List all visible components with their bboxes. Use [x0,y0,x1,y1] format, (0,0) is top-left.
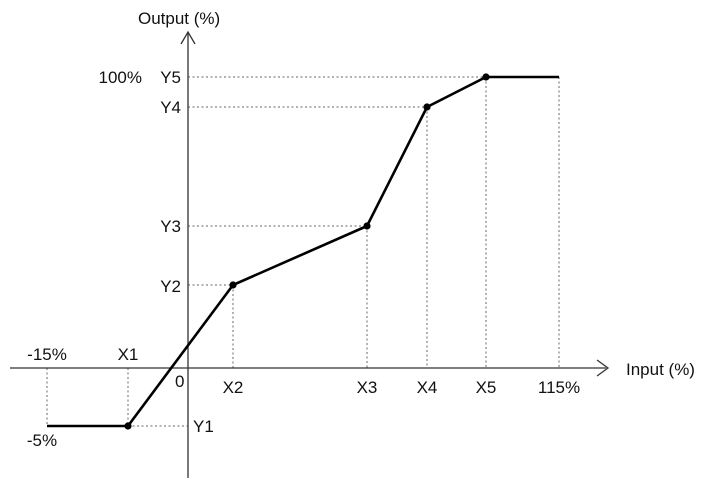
y-axis-arrow-icon [180,30,196,45]
point-x5-y5 [482,73,490,81]
y-tick-y4: Y4 [160,98,181,117]
y-tick-y5: Y5 [160,68,181,87]
x-tick-x1: X1 [118,345,139,364]
point-x4-y4 [423,103,431,111]
y-tick-y1: Y1 [193,417,214,436]
y-tick-labels: -5% Y1 Y2 Y3 Y4 Y5 100% [27,68,214,450]
y-tick-y3: Y3 [160,217,181,236]
x-tick-x5: X5 [476,378,497,397]
y-tick-y2: Y2 [160,277,181,296]
y-axis-title: Output (%) [138,9,220,28]
breakpoints [124,73,490,430]
axes [10,30,610,478]
x-tick-labels: -15% X1 X2 X3 X4 X5 115% [27,345,580,397]
x-axis-title: Input (%) [626,360,695,379]
x-tick-x4: X4 [417,378,438,397]
x-tick-x3: X3 [357,378,378,397]
y-tick-minus5: -5% [27,431,57,450]
x-axis-arrow-icon [596,359,610,377]
point-x1-y1 [124,422,132,430]
x-tick-x2: X2 [223,378,244,397]
origin-label: 0 [175,372,184,391]
guide-lines [46,76,560,427]
y-tick-100: 100% [99,68,142,87]
point-x3-y3 [363,222,371,230]
x-tick-minus15: -15% [27,345,67,364]
characteristic-curve [47,75,559,428]
point-x2-y2 [229,281,237,289]
x-tick-115: 115% [538,378,580,397]
